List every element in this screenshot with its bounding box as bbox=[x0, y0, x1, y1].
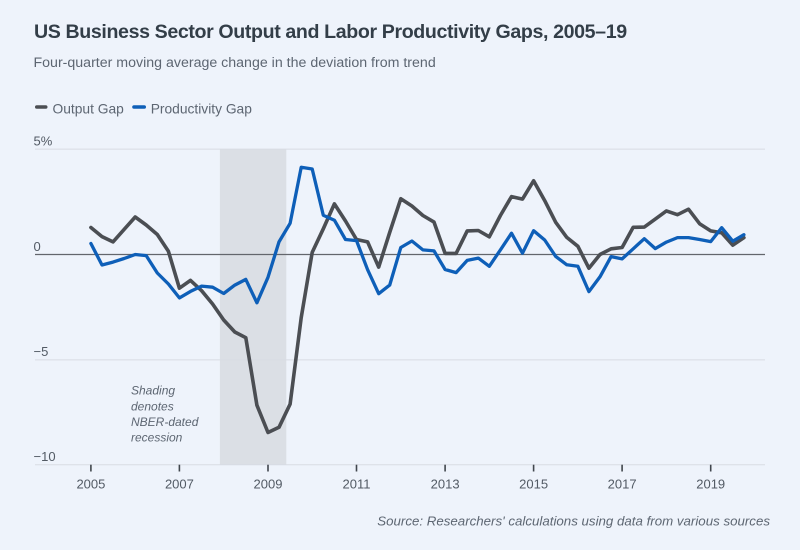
svg-text:NBER-dated: NBER-dated bbox=[131, 415, 199, 429]
svg-text:Output Gap: Output Gap bbox=[53, 102, 125, 117]
svg-text:Shading: Shading bbox=[131, 384, 175, 398]
svg-text:2019: 2019 bbox=[696, 477, 725, 492]
svg-text:2015: 2015 bbox=[519, 477, 548, 492]
svg-text:2013: 2013 bbox=[431, 477, 460, 492]
svg-text:2009: 2009 bbox=[254, 477, 283, 492]
svg-text:−10: −10 bbox=[34, 449, 56, 464]
svg-text:0: 0 bbox=[34, 239, 41, 254]
svg-text:5%: 5% bbox=[34, 134, 53, 149]
svg-text:Productivity Gap: Productivity Gap bbox=[151, 102, 253, 117]
svg-text:US Business Sector Output and: US Business Sector Output and Labor Prod… bbox=[34, 21, 627, 43]
svg-text:2005: 2005 bbox=[76, 477, 105, 492]
svg-text:Four-quarter moving average ch: Four-quarter moving average change in th… bbox=[34, 55, 436, 71]
svg-text:2017: 2017 bbox=[608, 477, 637, 492]
svg-text:2007: 2007 bbox=[165, 477, 194, 492]
svg-text:Source: Researchers' calculati: Source: Researchers' calculations using … bbox=[377, 513, 770, 528]
svg-text:recession: recession bbox=[131, 431, 183, 445]
svg-text:2011: 2011 bbox=[343, 477, 371, 492]
svg-text:denotes: denotes bbox=[131, 399, 174, 413]
svg-text:−5: −5 bbox=[34, 344, 49, 359]
